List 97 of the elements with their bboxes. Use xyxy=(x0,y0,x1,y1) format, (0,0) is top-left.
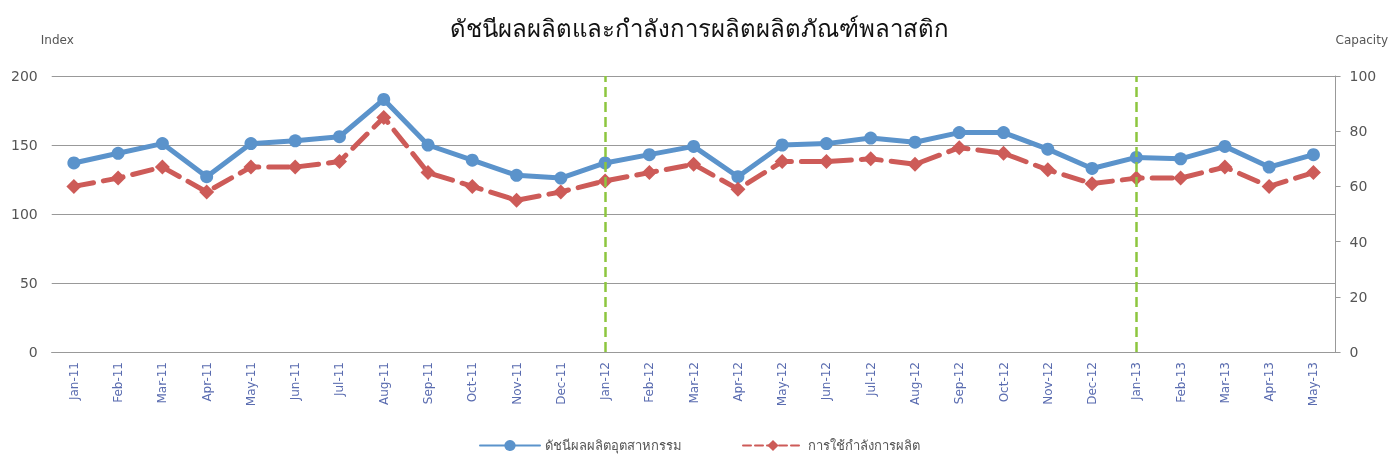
point xyxy=(997,126,1011,140)
point xyxy=(1306,148,1320,162)
point xyxy=(155,137,169,151)
y2-tick-label: 0 xyxy=(1349,344,1359,360)
x-tick-label: Feb-11 xyxy=(111,362,126,403)
y2-tick-label: 40 xyxy=(1349,233,1368,250)
point xyxy=(1085,161,1099,175)
y-tick-label: 0 xyxy=(28,344,38,360)
x-tick-label: Mar-13 xyxy=(1217,362,1232,404)
x-tick-label: Aug-12 xyxy=(907,362,922,406)
x-tick-label: Mar-12 xyxy=(686,362,701,404)
point xyxy=(1041,142,1055,156)
x-tick-label: May-13 xyxy=(1306,362,1321,407)
x-tick-label: Feb-13 xyxy=(1173,362,1188,403)
x-tick-label: Nov-12 xyxy=(1040,362,1055,405)
x-tick-label: Nov-11 xyxy=(509,362,524,405)
x-tick-label: Jan-11 xyxy=(66,362,81,402)
x-tick-label: Dec-12 xyxy=(1085,362,1100,405)
x-tick-label: Feb-12 xyxy=(642,362,657,403)
point xyxy=(199,184,215,200)
point xyxy=(951,140,967,156)
point xyxy=(1217,159,1233,175)
point xyxy=(200,170,214,184)
point xyxy=(996,145,1012,161)
point xyxy=(1218,139,1232,153)
x-tick-label: Oct-12 xyxy=(996,362,1011,403)
x-tick-label: Jun-12 xyxy=(819,362,834,402)
x-tick-label: May-11 xyxy=(243,362,258,407)
point xyxy=(421,138,435,152)
point xyxy=(907,156,923,172)
y2-tick-label: 60 xyxy=(1349,178,1368,195)
point xyxy=(908,135,922,149)
y2-tick-label: 80 xyxy=(1349,123,1368,140)
point xyxy=(1262,160,1276,174)
x-tick-label: May-12 xyxy=(775,362,790,407)
point xyxy=(287,159,303,175)
point xyxy=(1040,162,1056,178)
x-tick-label: Apr-11 xyxy=(199,362,214,402)
x-tick-label: Oct-11 xyxy=(465,362,480,403)
x-tick-label: Apr-13 xyxy=(1262,362,1277,402)
y-tick-label: 150 xyxy=(10,137,38,153)
point xyxy=(775,138,789,152)
point xyxy=(642,148,656,162)
point xyxy=(730,181,746,197)
y2-tick-label: 20 xyxy=(1349,288,1368,305)
point xyxy=(731,170,745,184)
y-tick-label: 50 xyxy=(19,275,38,291)
x-tick-label: Jul-12 xyxy=(863,362,878,398)
point xyxy=(1305,165,1321,181)
point xyxy=(864,131,878,145)
x-tick-label: Jan-12 xyxy=(598,362,613,402)
point xyxy=(687,139,701,153)
point xyxy=(376,109,392,125)
point xyxy=(111,146,125,160)
x-tick-label: Jan-13 xyxy=(1129,362,1144,402)
point xyxy=(377,92,391,106)
y-tick-label: 200 xyxy=(10,68,38,84)
point xyxy=(553,184,569,200)
point xyxy=(641,165,657,181)
point xyxy=(244,137,258,151)
point xyxy=(331,154,347,170)
point xyxy=(66,178,82,194)
point xyxy=(686,156,702,172)
x-tick-label: Jun-11 xyxy=(288,362,303,402)
x-tick-label: Sep-11 xyxy=(421,362,436,405)
point xyxy=(509,192,525,208)
point xyxy=(154,159,170,175)
point xyxy=(1084,176,1100,192)
point xyxy=(465,153,479,167)
point xyxy=(819,137,833,151)
legend-label: การใช้กำลังการผลิต xyxy=(808,438,920,453)
point xyxy=(332,130,346,144)
point xyxy=(1173,170,1189,186)
x-tick-label: Jul-11 xyxy=(332,362,347,398)
x-tick-label: Dec-11 xyxy=(553,362,568,405)
y2-axis-title: Capacity xyxy=(1335,33,1389,47)
x-tick-label: Sep-12 xyxy=(952,362,967,405)
point xyxy=(554,171,568,185)
y-tick-label: 100 xyxy=(10,206,38,222)
y-axis-title: Index xyxy=(40,33,74,47)
point xyxy=(243,159,259,175)
point xyxy=(67,156,81,170)
point xyxy=(288,134,302,148)
x-tick-label: Apr-12 xyxy=(730,362,745,402)
chart-title: ดัชนีผลผลิตและกำลังการผลิตผลิตภัณฑ์พลาสติก xyxy=(450,15,949,43)
point xyxy=(420,165,436,181)
point xyxy=(110,170,126,186)
point xyxy=(1174,152,1188,166)
legend-label: ดัชนีผลผลิตอุตสาหกรรม xyxy=(545,438,682,454)
y2-tick-label: 100 xyxy=(1349,68,1377,84)
x-tick-label: Mar-11 xyxy=(155,362,170,404)
point xyxy=(1261,178,1277,194)
point xyxy=(863,151,879,167)
x-tick-label: Aug-11 xyxy=(376,362,391,406)
point xyxy=(510,168,524,182)
point xyxy=(464,178,480,194)
point xyxy=(952,126,966,140)
